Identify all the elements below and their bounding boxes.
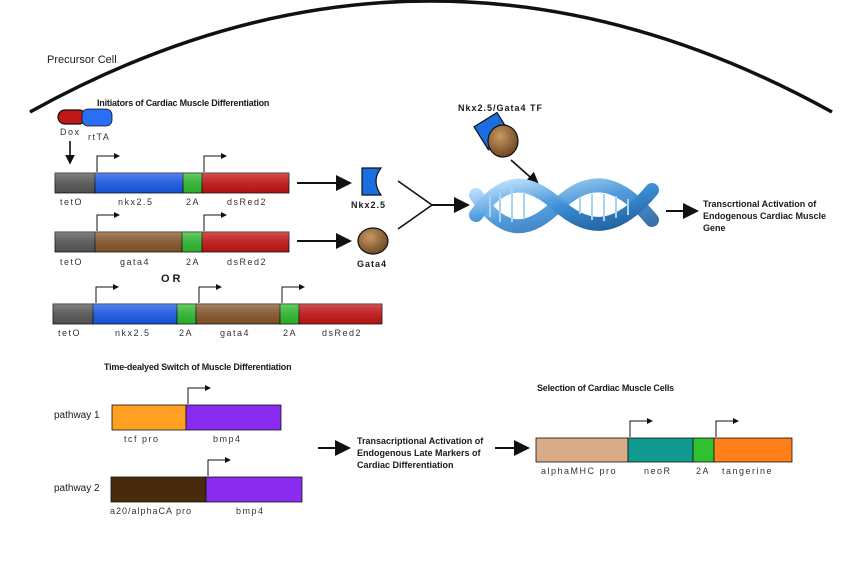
tf-complex-shape [473,111,519,158]
cell-membrane [29,0,833,114]
row3-2a2-label: 2A [283,328,298,338]
selection-2a-label: 2A [696,466,711,476]
pathway1-construct [111,385,282,431]
row1-dsred-label: dsRed2 [227,197,268,207]
pathway1-tcf-label: tcf pro [124,434,160,444]
tf-label: Nkx2.5/Gata4 TF [458,103,544,113]
switch-title: Time-dealyed Switch of Muscle Differenti… [104,362,292,372]
row1-nkx-label: nkx2.5 [118,197,154,207]
initiators-title: Initiators of Cardiac Muscle Differentia… [97,98,270,108]
activation-text: Transcrtional Activation of Endogenous C… [703,199,827,233]
pathway1-bmp4-label: bmp4 [213,434,242,444]
row3-teto-label: tetO [58,328,82,338]
rtta-label: rtTA [88,132,111,142]
selection-alphamhc-label: alphaMHC pro [541,466,618,476]
pathway2-bmp4-label: bmp4 [236,506,265,516]
row3-dsred-label: dsRed2 [322,328,363,338]
or-label: OR [161,273,184,285]
cell-label: Precursor Cell [47,54,117,66]
row2-2a-label: 2A [186,257,201,267]
pathway2-label: pathway 2 [54,483,100,494]
row1-2a-label: 2A [186,197,201,207]
row3-nkx-label: nkx2.5 [115,328,151,338]
dna-helix [469,178,659,234]
construct-row3 [52,284,383,325]
converge-lines [397,180,434,230]
dox-label: Dox [60,127,81,137]
construct-row1 [54,153,290,194]
row2-gata-label: gata4 [120,257,151,267]
gata-protein-label: Gata4 [357,259,388,269]
row3-gata-label: gata4 [220,328,251,338]
selection-tangerine-label: tangerine [722,466,774,476]
selection-construct [535,418,793,463]
pathway1-label: pathway 1 [54,410,100,421]
row2-teto-label: tetO [60,257,84,267]
construct-row2 [54,212,290,253]
pathway2-construct [110,457,303,503]
row2-dsred-label: dsRed2 [227,257,268,267]
nkx-protein-label: Nkx2.5 [351,200,387,210]
late-marker-text: Transacriptional Activation of Endogenou… [357,436,484,470]
selection-title: Selection of Cardiac Muscle Cells [537,383,674,393]
row1-teto-label: tetO [60,197,84,207]
rtta-shape [81,108,113,127]
gata-protein-shape [357,227,389,255]
row3-2a-label: 2A [179,328,194,338]
arrow-tf-to-dna [510,159,540,186]
pathway2-a20-label: a20/alphaCA pro [110,506,193,516]
nkx-protein-shape [361,167,383,196]
selection-neor-label: neoR [644,466,672,476]
